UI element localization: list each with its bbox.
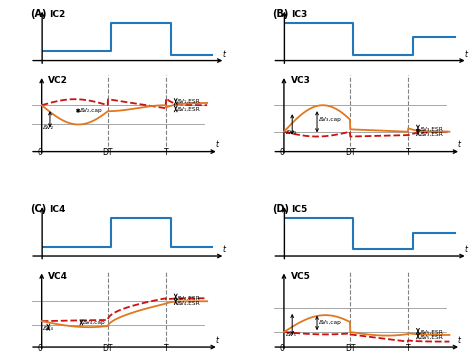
Text: ΔV₄,cap: ΔV₄,cap bbox=[83, 320, 106, 325]
Text: t: t bbox=[216, 336, 219, 345]
Text: ΔV₃,cap: ΔV₃,cap bbox=[319, 117, 342, 122]
Text: t: t bbox=[458, 141, 461, 149]
Text: (B): (B) bbox=[273, 9, 289, 19]
Text: t: t bbox=[458, 336, 461, 345]
Text: ΔV₂,cap: ΔV₂,cap bbox=[80, 108, 102, 113]
Text: T: T bbox=[164, 344, 168, 353]
Text: VC2: VC2 bbox=[48, 76, 68, 85]
Text: DT: DT bbox=[345, 148, 356, 157]
Text: T: T bbox=[406, 148, 410, 157]
Text: ΔV₅,ESR: ΔV₅,ESR bbox=[419, 335, 444, 340]
Text: ΔV₄: ΔV₄ bbox=[43, 326, 55, 331]
Text: 0: 0 bbox=[37, 148, 43, 157]
Text: VC4: VC4 bbox=[48, 272, 68, 281]
Text: ΔV₃,ESR: ΔV₃,ESR bbox=[419, 127, 444, 132]
Text: ΔV₄,ESR: ΔV₄,ESR bbox=[177, 301, 201, 306]
Text: t: t bbox=[216, 141, 219, 149]
Text: t: t bbox=[465, 245, 467, 254]
Text: t: t bbox=[465, 50, 467, 59]
Text: (D): (D) bbox=[273, 204, 290, 214]
Text: DT: DT bbox=[345, 344, 356, 353]
Text: VC5: VC5 bbox=[291, 272, 310, 281]
Text: ΔV₁,ESR: ΔV₁,ESR bbox=[177, 106, 201, 111]
Text: 0: 0 bbox=[280, 344, 285, 353]
Text: 0: 0 bbox=[37, 344, 43, 353]
Text: ΔV₅: ΔV₅ bbox=[285, 332, 296, 337]
Text: t: t bbox=[222, 245, 225, 254]
Text: t: t bbox=[222, 50, 225, 59]
Text: (A): (A) bbox=[30, 9, 46, 19]
Text: IC4: IC4 bbox=[49, 205, 65, 214]
Text: IC2: IC2 bbox=[49, 9, 65, 19]
Text: T: T bbox=[406, 344, 410, 353]
Text: DT: DT bbox=[102, 344, 113, 353]
Text: IC5: IC5 bbox=[291, 205, 308, 214]
Text: ΔV₃,ESR: ΔV₃,ESR bbox=[419, 131, 444, 136]
Text: 0: 0 bbox=[280, 148, 285, 157]
Text: DT: DT bbox=[102, 148, 113, 157]
Text: T: T bbox=[164, 148, 168, 157]
Text: IC3: IC3 bbox=[291, 9, 308, 19]
Text: ΔV₄,ESR: ΔV₄,ESR bbox=[177, 296, 201, 301]
Text: VC3: VC3 bbox=[291, 76, 310, 85]
Text: ΔV₅,cap: ΔV₅,cap bbox=[319, 320, 342, 325]
Text: ΔV₂: ΔV₂ bbox=[43, 125, 55, 130]
Text: ΔV₃: ΔV₃ bbox=[285, 130, 297, 135]
Text: ΔV₁,ESR: ΔV₁,ESR bbox=[177, 99, 201, 104]
Text: (C): (C) bbox=[30, 204, 46, 214]
Text: ΔV₅,ESR: ΔV₅,ESR bbox=[419, 330, 444, 335]
